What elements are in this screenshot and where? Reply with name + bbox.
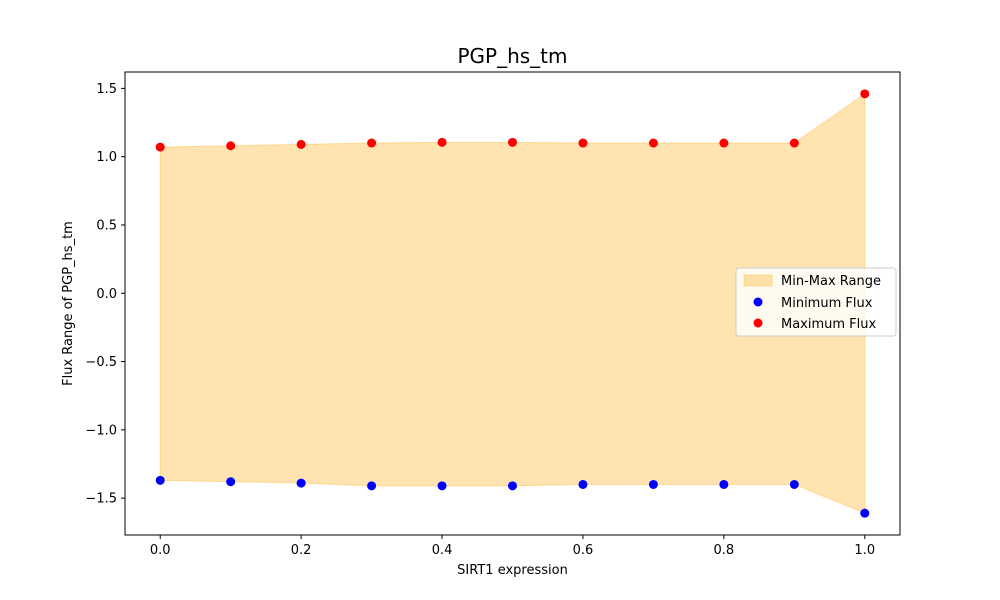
min-flux-point bbox=[860, 508, 870, 518]
legend: Min-Max Range Minimum Flux Maximum Flux bbox=[735, 267, 897, 337]
y-tick-label: 1.5 bbox=[96, 82, 117, 97]
x-tick-label: 1.0 bbox=[854, 543, 875, 558]
legend-fill-swatch bbox=[743, 274, 773, 287]
x-tick-label: 0.8 bbox=[714, 543, 735, 558]
x-axis-label: SIRT1 expression bbox=[457, 563, 568, 578]
max-flux-point bbox=[226, 141, 236, 151]
legend-box bbox=[735, 267, 897, 337]
x-tick-label: 0.6 bbox=[573, 543, 594, 558]
max-flux-point bbox=[860, 89, 870, 99]
max-flux-point bbox=[367, 138, 377, 148]
min-flux-point bbox=[508, 481, 517, 491]
legend-min-marker bbox=[753, 297, 763, 307]
max-flux-point bbox=[789, 138, 799, 148]
y-axis-label: Flux Range of PGP_hs_tm bbox=[61, 221, 76, 386]
plot-frame bbox=[124, 71, 901, 536]
chart-title: PGP_hs_tm bbox=[457, 44, 567, 68]
y-tick-label: −1.0 bbox=[85, 423, 117, 438]
min-flux-point bbox=[719, 479, 729, 489]
max-flux-point bbox=[508, 137, 517, 147]
min-flux-point bbox=[578, 479, 588, 489]
y-tick-label: 0.5 bbox=[96, 218, 117, 233]
legend-min-label: Minimum Flux bbox=[781, 296, 873, 311]
x-tick-label: 0.4 bbox=[432, 543, 453, 558]
max-flux-point bbox=[648, 138, 658, 148]
y-tick-label: 0.0 bbox=[96, 287, 117, 302]
min-flux-point bbox=[648, 479, 658, 489]
legend-max-label: Maximum Flux bbox=[781, 317, 877, 332]
min-flux-point bbox=[437, 481, 447, 491]
y-tick-label: 1.0 bbox=[96, 150, 117, 165]
min-flux-point bbox=[367, 481, 377, 491]
x-tick-label: 0.2 bbox=[291, 543, 312, 558]
legend-max-marker bbox=[753, 318, 763, 328]
max-flux-point bbox=[578, 138, 588, 148]
max-flux-point bbox=[155, 142, 165, 152]
max-flux-point bbox=[296, 139, 306, 149]
min-flux-point bbox=[789, 479, 799, 489]
x-axis-ticks: 0.0 0.2 0.4 0.6 0.8 1.0 bbox=[150, 535, 875, 558]
y-tick-label: −0.5 bbox=[85, 355, 117, 370]
legend-fill-label: Min-Max Range bbox=[781, 274, 881, 289]
min-flux-point bbox=[155, 475, 165, 485]
min-flux-point bbox=[226, 477, 236, 487]
max-flux-point bbox=[437, 137, 447, 147]
y-tick-label: −1.5 bbox=[85, 492, 117, 507]
x-tick-label: 0.0 bbox=[150, 543, 171, 558]
min-flux-point bbox=[296, 478, 306, 488]
points-layer bbox=[155, 89, 870, 518]
y-axis-ticks: −1.5 −1.0 −0.5 0.0 0.5 1.0 1.5 bbox=[85, 82, 125, 507]
max-flux-point bbox=[719, 138, 729, 148]
